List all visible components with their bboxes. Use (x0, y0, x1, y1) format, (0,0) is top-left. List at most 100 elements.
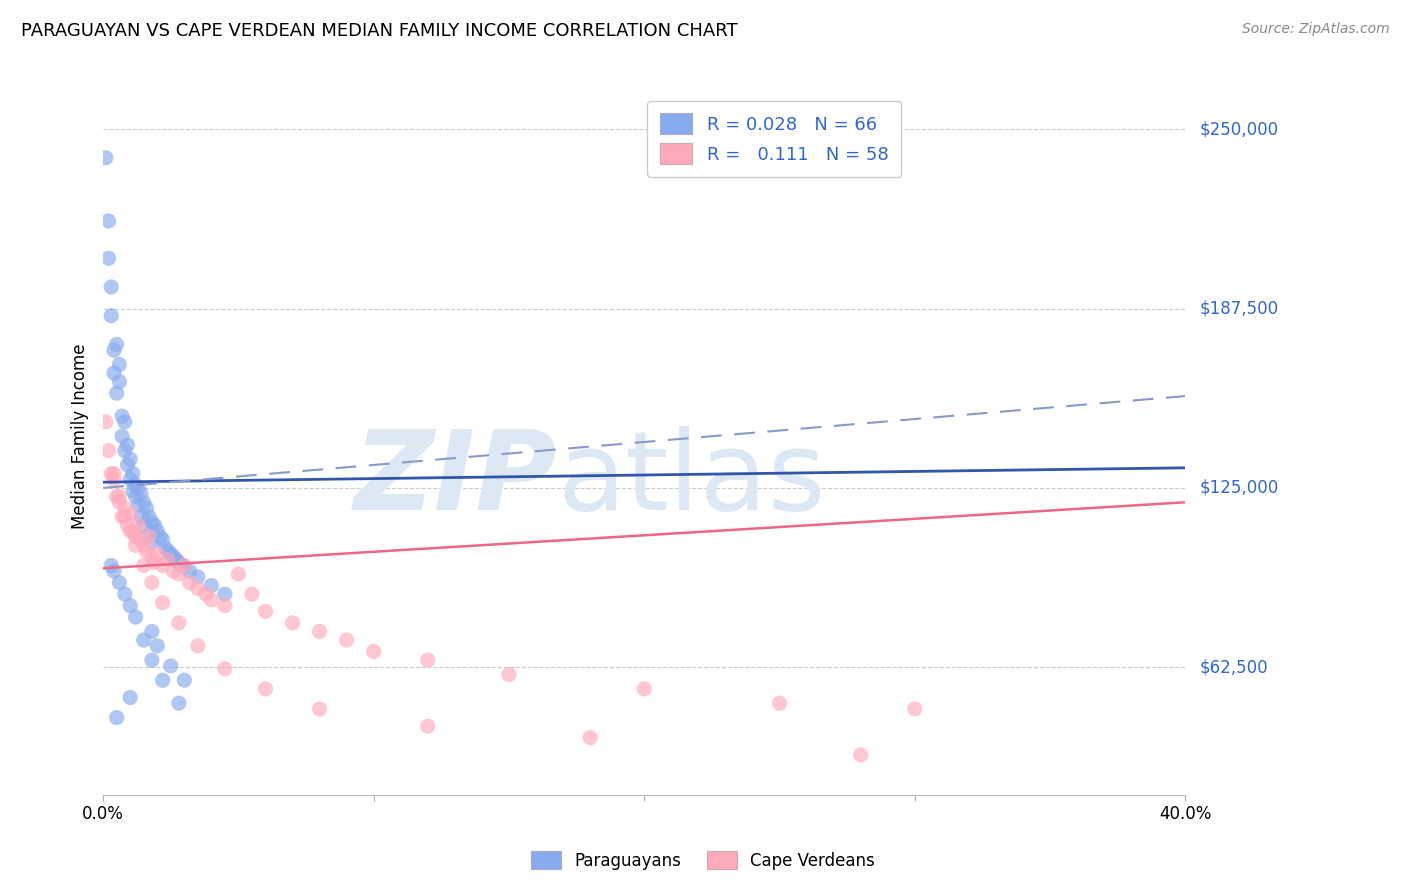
Point (127, 498, 149, 512)
Point (135, 544, 157, 558)
Point (179, 564, 201, 578)
Point (281, 615, 304, 630)
Point (904, 702, 927, 716)
Point (167, 567, 190, 582)
Point (111, 409, 134, 424)
Point (162, 564, 184, 578)
Point (97, 252, 120, 266)
Point (159, 659, 181, 673)
Point (194, 587, 217, 601)
Point (187, 570, 209, 584)
Point (138, 530, 160, 544)
Point (167, 696, 190, 710)
Point (117, 518, 139, 533)
Point (108, 495, 131, 509)
Point (108, 575, 131, 590)
Point (200, 578, 222, 592)
Point (228, 567, 250, 582)
Point (152, 558, 174, 573)
Point (117, 438, 139, 452)
Point (114, 415, 136, 429)
Point (141, 575, 163, 590)
Point (416, 719, 439, 733)
Point (124, 538, 146, 552)
Text: $125,000: $125,000 (1199, 479, 1278, 497)
Point (149, 530, 172, 544)
Point (129, 486, 152, 500)
Point (129, 509, 152, 524)
Point (498, 667, 520, 681)
Point (363, 644, 385, 658)
Point (141, 653, 163, 667)
Point (132, 495, 155, 509)
Point (146, 547, 169, 561)
Point (124, 478, 146, 492)
Point (100, 558, 122, 573)
Point (187, 582, 209, 596)
Text: Source: ZipAtlas.com: Source: ZipAtlas.com (1241, 22, 1389, 37)
Point (94, 415, 117, 429)
Point (132, 633, 155, 648)
Point (120, 472, 142, 486)
Point (117, 458, 139, 472)
Point (103, 366, 125, 380)
Point (124, 490, 146, 504)
Point (768, 696, 790, 710)
Point (157, 552, 180, 566)
Point (143, 518, 166, 533)
Point (159, 547, 181, 561)
Point (579, 731, 602, 745)
Point (170, 558, 193, 573)
Point (132, 538, 155, 552)
Point (114, 501, 136, 516)
Point (127, 481, 149, 495)
Point (111, 429, 134, 443)
Point (120, 690, 142, 705)
Point (111, 509, 134, 524)
Point (214, 599, 236, 613)
Point (120, 507, 142, 521)
Legend: R = 0.028   N = 66, R =   0.111   N = 58: R = 0.028 N = 66, R = 0.111 N = 58 (647, 101, 901, 177)
Point (132, 518, 155, 533)
Point (97, 214, 120, 228)
Point (122, 467, 145, 481)
Point (633, 681, 655, 696)
Point (100, 280, 122, 294)
Point (141, 535, 163, 549)
Point (105, 490, 128, 504)
Point (308, 624, 330, 639)
Text: atlas: atlas (558, 425, 827, 533)
Point (124, 530, 146, 544)
Point (157, 544, 180, 558)
Y-axis label: Median Family Income: Median Family Income (72, 343, 89, 529)
Point (135, 530, 157, 544)
Point (122, 483, 145, 498)
Point (129, 533, 152, 547)
Point (173, 673, 195, 688)
Point (108, 375, 131, 389)
Point (132, 558, 155, 573)
Point (214, 662, 236, 676)
Point (114, 443, 136, 458)
Point (103, 343, 125, 358)
Point (103, 472, 125, 486)
Point (240, 587, 263, 601)
Point (146, 639, 169, 653)
Point (103, 467, 125, 481)
Point (141, 549, 163, 564)
Point (162, 549, 184, 564)
Point (173, 558, 195, 573)
Point (173, 559, 195, 574)
Point (94, 151, 117, 165)
Point (152, 596, 174, 610)
Point (254, 604, 277, 618)
Point (416, 653, 439, 667)
Point (108, 358, 131, 372)
Point (114, 509, 136, 524)
Point (100, 467, 122, 481)
Point (336, 633, 359, 648)
Text: $62,500: $62,500 (1199, 658, 1268, 676)
Point (108, 490, 131, 504)
Point (200, 592, 222, 607)
Legend: Paraguayans, Cape Verdeans: Paraguayans, Cape Verdeans (524, 845, 882, 877)
